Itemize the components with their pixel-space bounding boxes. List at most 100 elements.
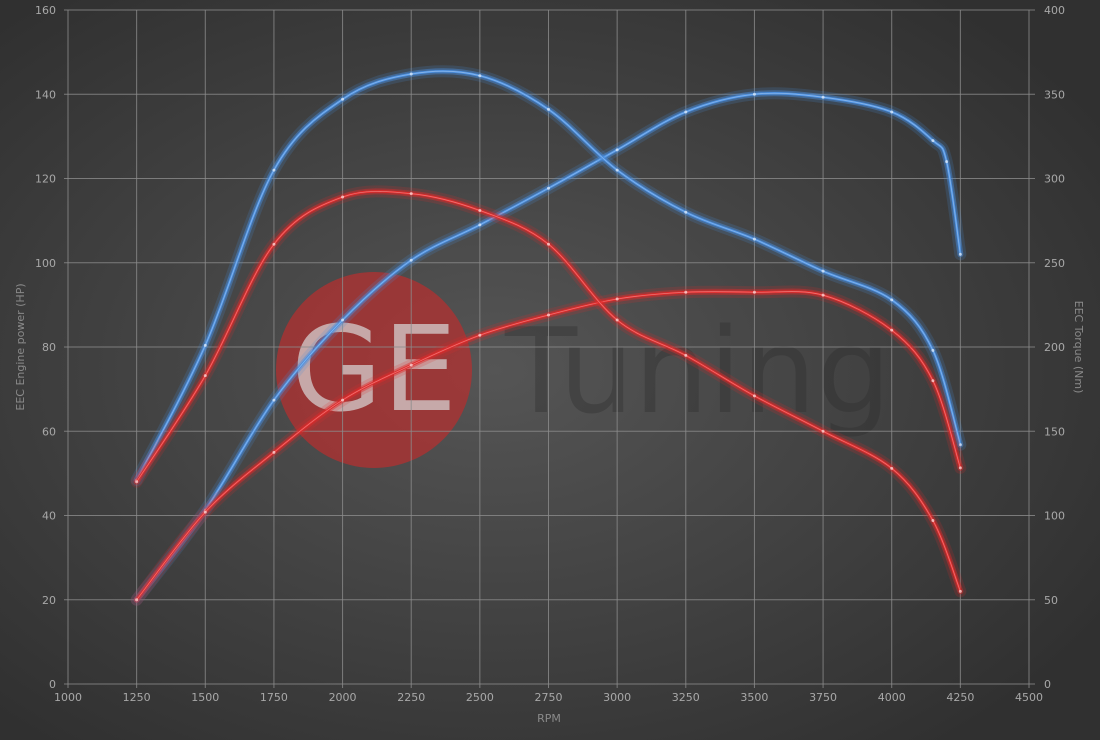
data-point <box>615 297 619 301</box>
series-1-torque <box>130 65 967 487</box>
data-point <box>821 293 825 297</box>
y-left-tick-label: 160 <box>35 4 56 17</box>
data-point <box>931 519 935 523</box>
data-point <box>821 95 825 99</box>
x-tick-label: 1500 <box>191 691 219 704</box>
data-point <box>272 398 276 402</box>
y-right-tick-label: 100 <box>1044 510 1065 523</box>
data-point <box>409 258 413 262</box>
y-left-tick-label: 140 <box>35 88 56 101</box>
y-left-tick-label: 0 <box>49 678 56 691</box>
data-point <box>547 107 550 111</box>
data-point <box>684 210 688 214</box>
x-tick-label: 1750 <box>260 691 288 704</box>
data-point <box>135 480 139 484</box>
y-right-tick-label: 350 <box>1044 88 1065 101</box>
data-point <box>203 343 207 347</box>
data-point <box>547 242 550 246</box>
x-tick-label: 3250 <box>672 691 700 704</box>
series-3-torque <box>130 185 967 598</box>
series-2-power <box>130 285 967 606</box>
data-point <box>272 242 276 246</box>
data-point <box>547 313 550 317</box>
y-right-tick-label: 0 <box>1044 678 1051 691</box>
data-point <box>958 252 962 256</box>
x-tick-label: 3750 <box>809 691 837 704</box>
x-tick-label: 3000 <box>603 691 631 704</box>
data-point <box>409 363 413 367</box>
data-point <box>752 237 756 241</box>
data-point <box>272 168 276 172</box>
data-point <box>547 186 550 190</box>
series-line <box>135 190 962 593</box>
x-axis-label: RPM <box>537 712 561 725</box>
data-point <box>409 72 413 76</box>
data-point <box>931 379 935 383</box>
data-point <box>135 598 139 602</box>
data-point <box>272 450 276 454</box>
data-point <box>684 110 688 114</box>
y-right-tick-label: 150 <box>1044 425 1065 438</box>
data-point <box>890 328 894 332</box>
x-tick-label: 4250 <box>946 691 974 704</box>
y-right-tick-label: 200 <box>1044 341 1065 354</box>
data-point <box>341 398 345 402</box>
series-0-power <box>130 87 967 606</box>
data-point <box>341 97 345 101</box>
y-axis-right-label: EEC Torque (Nm) <box>1072 301 1085 394</box>
x-tick-label: 3500 <box>740 691 768 704</box>
data-point <box>615 168 619 172</box>
y-left-tick-label: 20 <box>42 594 56 607</box>
data-point <box>821 429 825 433</box>
data-point <box>752 92 756 96</box>
x-tick-label: 2750 <box>535 691 563 704</box>
x-tick-label: 2500 <box>466 691 494 704</box>
svg-text:GE: GE <box>291 300 457 438</box>
data-point <box>478 223 482 227</box>
data-point <box>478 209 482 213</box>
data-point <box>203 374 207 378</box>
data-point <box>890 110 894 114</box>
data-point <box>684 353 688 357</box>
series-highlight <box>136 190 961 592</box>
data-point <box>478 74 482 78</box>
data-point <box>821 269 825 273</box>
data-point <box>341 318 345 322</box>
watermark-logo: GE Tuning <box>276 272 891 468</box>
data-point <box>684 290 688 294</box>
y-left-tick-label: 100 <box>35 257 56 270</box>
x-tick-label: 1000 <box>54 691 82 704</box>
data-point <box>958 466 962 470</box>
data-point <box>615 148 619 152</box>
data-point <box>341 195 345 199</box>
x-tick-label: 1250 <box>123 691 151 704</box>
svg-text:Tuning: Tuning <box>504 302 891 440</box>
data-point <box>890 298 894 302</box>
x-tick-label: 2250 <box>397 691 425 704</box>
data-point <box>890 466 894 470</box>
y-left-tick-label: 80 <box>42 341 56 354</box>
data-point <box>958 589 962 593</box>
y-axis-left-label: EEC Engine power (HP) <box>14 283 27 410</box>
x-tick-label: 4500 <box>1015 691 1043 704</box>
data-point <box>203 510 207 514</box>
data-point <box>478 333 482 337</box>
x-tick-label: 4000 <box>878 691 906 704</box>
y-left-tick-label: 120 <box>35 173 56 186</box>
x-tick-label: 2000 <box>329 691 357 704</box>
y-right-tick-label: 250 <box>1044 257 1065 270</box>
data-point <box>945 160 949 164</box>
y-right-tick-label: 400 <box>1044 4 1065 17</box>
data-point <box>752 290 756 294</box>
data-point <box>752 394 756 398</box>
data-point <box>615 318 619 322</box>
data-point <box>931 139 935 143</box>
y-right-tick-label: 50 <box>1044 594 1058 607</box>
data-point <box>931 348 935 352</box>
data-point <box>958 443 962 447</box>
data-point <box>409 192 413 196</box>
y-left-tick-label: 40 <box>42 510 56 523</box>
y-right-tick-label: 300 <box>1044 173 1065 186</box>
